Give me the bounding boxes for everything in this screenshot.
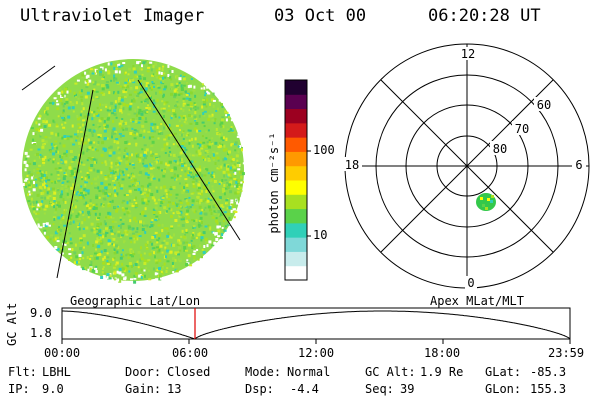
gc-alt-label: GC Alt: [365,365,416,379]
filter-value: LBHL [42,365,71,379]
door-label: Door: [125,365,162,379]
gain-value: 13 [167,382,182,396]
color-scale-cell [285,94,307,110]
gc-alt-value: 1.9 Re [420,365,464,379]
color-scale-unit-label: photon cm⁻²s⁻¹ [267,132,281,234]
color-scale-bar [285,80,307,281]
mlt-label-6: 6 [575,158,582,172]
geographic-meridian-line [137,79,241,241]
glat-value: -85.3 [530,365,567,379]
orbit-y-tick-top: 9.0 [30,306,52,320]
orbit-plot-frame [61,307,571,340]
mlt-label-12: 12 [461,47,475,61]
seq-label: Seq: [365,382,394,396]
auroral-spot [476,193,496,211]
color-scale-tick-10: 10 [313,228,328,242]
auroral-emission-disc [22,59,246,284]
lat-label-80: 80 [493,142,507,156]
color-scale-cell [285,151,307,167]
color-scale-cell [285,108,307,124]
orbit-x-tick-0000: 00:00 [44,346,81,360]
ip-value: 9.0 [42,382,64,396]
orbit-right-title: Apex MLat/MLT [430,294,524,308]
color-scale-cell [285,194,307,210]
earth-image-panel [21,59,246,284]
color-scale-cell [285,122,307,138]
polar-diagonal [380,79,554,253]
glon-label: GLon: [485,382,522,396]
lat-label-60: 60 [537,98,551,112]
glon-value: 155.3 [530,382,567,396]
door-value: Closed [167,365,211,379]
color-scale-cell [285,165,307,181]
color-scale-cell [285,80,307,95]
gain-label: Gain: [125,382,162,396]
ip-label: IP: [8,382,30,396]
glat-label: GLat: [485,365,522,379]
color-scale-cell [285,137,307,152]
color-scale-cell [285,222,307,238]
orbit-left-title: Geographic Lat/Lon [70,294,201,308]
orbit-x-tick-0600: 06:00 [172,346,209,360]
color-scale-cell [285,265,307,281]
mlt-label-0: 0 [467,276,474,290]
seq-value: 39 [400,382,415,396]
lat-label-70: 70 [515,122,529,136]
color-scale-cell [285,208,307,224]
mlt-label-18: 18 [345,158,359,172]
limb-tick-line [21,65,56,91]
orbit-x-tick-1800: 18:00 [424,346,461,360]
color-scale-cell [285,237,307,252]
color-scale-cell [285,180,307,195]
orbit-x-tick-2359: 23:59 [548,346,585,360]
color-scale-cell [285,251,307,267]
date-label: 03 Oct 00 [274,6,367,26]
geographic-meridian-line [56,89,94,279]
mode-label: Mode: [245,365,282,379]
color-scale-tick-100: 100 [313,143,335,157]
time-label: 06:20:28 UT [428,6,541,26]
polar-mlt-plot: 12 18 6 0 60 70 80 [342,43,590,290]
orbit-altitude-plot [61,307,571,344]
dsp-value: -4.4 [290,382,319,396]
filter-label: Flt: [8,365,37,379]
altitude-curve [62,310,571,340]
dsp-label: Dsp: [245,382,274,396]
orbit-y-tick-bottom: 1.8 [30,326,52,340]
instrument-title: Ultraviolet Imager [20,6,205,26]
orbit-x-tick-1200: 12:00 [298,346,335,360]
mode-value: Normal [287,365,331,379]
